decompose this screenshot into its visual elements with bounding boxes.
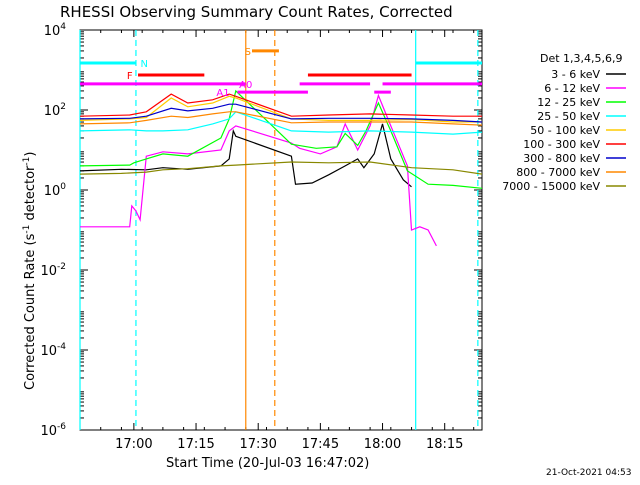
legend-label: 25 - 50 keV (537, 110, 600, 123)
legend-label: 800 - 7000 keV (516, 166, 600, 179)
y-tick-label: 100 (44, 182, 67, 199)
y-tick-label: 104 (44, 22, 67, 39)
y-tick-label: 10-6 (40, 422, 66, 439)
series-line (79, 111, 483, 135)
chart-title: RHESSI Observing Summary Count Rates, Co… (60, 3, 453, 21)
legend-label: 300 - 800 keV (523, 152, 600, 165)
series-line (79, 89, 483, 189)
legend-label: 50 - 100 keV (530, 124, 600, 137)
series-line (79, 103, 483, 123)
x-tick-label: 17:15 (177, 437, 214, 452)
flag-label: A1 (216, 88, 229, 99)
series-line (80, 93, 437, 247)
x-tick-label: 17:30 (239, 437, 276, 452)
plot-area (79, 29, 483, 431)
x-tick-label: 18:15 (426, 437, 463, 452)
flag-bars: NF S A1 A0 (80, 47, 482, 99)
flag-label: N (140, 59, 147, 70)
series-line (79, 93, 482, 117)
legend-title: Det 1,3,4,5,6,9 (540, 52, 623, 65)
x-tick-label: 17:00 (115, 437, 152, 452)
y-tick-label: 10-4 (40, 342, 66, 359)
y-tick-label: 102 (44, 102, 66, 119)
legend-label: 6 - 12 keV (544, 82, 600, 95)
flag-label: S (245, 47, 251, 58)
axis-ticks: 17:00 17:15 17:30 17:45 18:00 18:15 104 102 100 1… (40, 22, 482, 452)
plot-frame (79, 29, 483, 431)
x-axis-label: Start Time (20-Jul-03 16:47:02) (166, 456, 369, 471)
legend-label: 3 - 6 keV (551, 68, 600, 81)
legend-label: 7000 - 15000 keV (502, 180, 600, 193)
flag-label: A0 (239, 80, 252, 91)
x-tick-label: 17:45 (302, 437, 339, 452)
y-axis-label: Corrected Count Rate (s-1 detector-1) (22, 152, 38, 390)
series-line (79, 161, 483, 175)
series-lines (79, 89, 483, 247)
flag-label: F (127, 71, 133, 82)
y-tick-label: 10-2 (40, 262, 66, 279)
legend-label: 12 - 25 keV (537, 96, 600, 109)
legend-label: 100 - 300 keV (523, 138, 600, 151)
flag-vertical-lines (79, 30, 479, 430)
series-line (79, 123, 412, 188)
x-tick-label: 18:00 (364, 437, 401, 452)
series-line (79, 111, 483, 126)
footer-timestamp: 21-Oct-2021 04:53 (546, 468, 631, 478)
series-line (79, 95, 482, 123)
